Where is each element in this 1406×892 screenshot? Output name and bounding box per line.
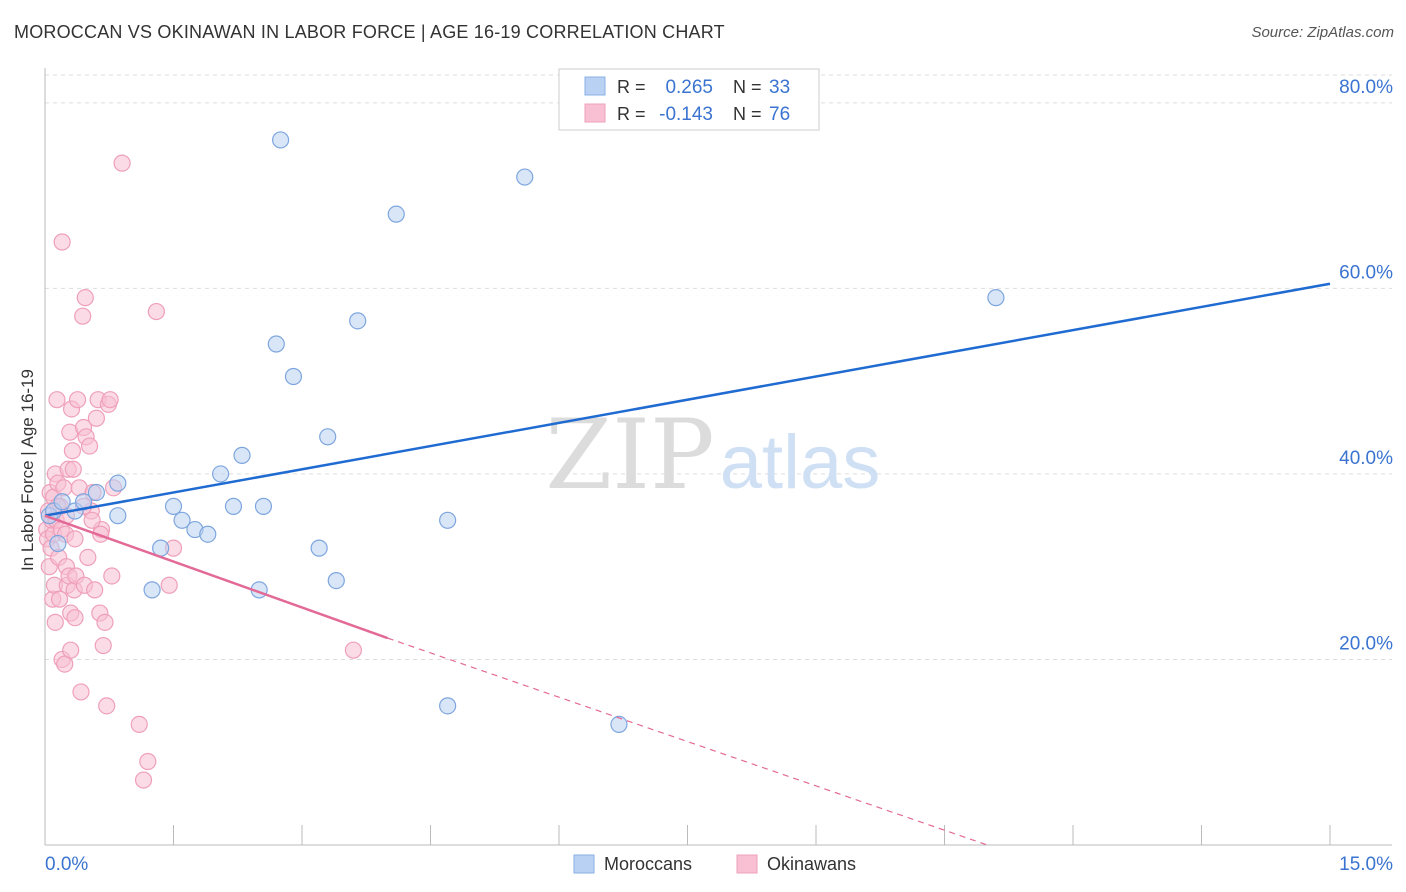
axes <box>44 68 1392 846</box>
okinawan-point <box>76 289 94 307</box>
y-tick-label: 80.0% <box>1339 77 1393 98</box>
moroccan-point <box>143 581 161 599</box>
y-tick-label: 40.0% <box>1339 448 1393 469</box>
moroccan-point <box>109 507 127 525</box>
okinawan-point <box>63 442 82 460</box>
moroccan-point <box>327 572 345 590</box>
moroccan-point <box>173 511 191 529</box>
okinawan-point <box>134 771 153 789</box>
okinawan-point <box>50 590 69 608</box>
moroccan-point <box>516 168 534 186</box>
legend-r-value-1: 0.265 <box>665 77 713 98</box>
okinawan-point <box>46 613 64 631</box>
okinawans-trend-extension <box>387 637 988 846</box>
legend-r-label-2: R = <box>617 104 646 124</box>
moroccan-point <box>987 289 1005 307</box>
tick-labels: 20.0% 40.0% 60.0% 80.0% 0.0% 15.0% <box>45 77 1393 875</box>
moroccan-point <box>164 497 183 515</box>
legend-okinawans-swatch <box>736 854 758 874</box>
moroccan-point <box>349 312 367 330</box>
moroccan-point <box>87 483 106 502</box>
moroccan-point <box>284 367 303 386</box>
gridlines <box>45 74 1392 660</box>
moroccan-point <box>53 493 71 511</box>
okinawan-point <box>98 697 116 715</box>
okinawan-point <box>147 302 165 321</box>
okinawan-point <box>66 609 84 627</box>
legend-n-value-1: 33 <box>769 77 790 98</box>
y-tick-label: 60.0% <box>1339 262 1393 283</box>
legend-n-label-1: N = <box>733 77 762 97</box>
moroccan-point <box>254 497 273 515</box>
okinawan-point <box>344 641 362 659</box>
moroccan-point <box>212 465 230 483</box>
moroccan-point <box>109 474 127 492</box>
x-tick-label-max: 15.0% <box>1339 854 1393 875</box>
source-label: Source: ZipAtlas.com <box>1251 24 1394 41</box>
moroccan-point <box>310 539 328 557</box>
moroccan-point <box>319 428 337 446</box>
okinawan-point <box>74 307 92 325</box>
moroccan-point <box>224 497 243 515</box>
legend-r-label-1: R = <box>617 77 646 97</box>
moroccan-point <box>439 511 457 529</box>
okinawan-point <box>62 641 80 659</box>
okinawan-point <box>68 391 87 409</box>
moroccan-point <box>271 131 290 149</box>
y-tick-label: 20.0% <box>1339 633 1393 654</box>
legend-moroccans-label: Moroccans <box>604 854 692 874</box>
okinawan-point <box>79 548 97 567</box>
watermark: ZIP atlas <box>545 399 880 511</box>
chart-title: MOROCCAN VS OKINAWAN IN LABOR FORCE | AG… <box>14 22 725 42</box>
moroccan-point <box>610 715 628 733</box>
series-legend: Moroccans Okinawans <box>573 854 856 874</box>
okinawan-point <box>66 530 84 548</box>
okinawan-point <box>130 715 148 733</box>
moroccan-point <box>199 525 217 543</box>
okinawan-point <box>113 154 131 172</box>
okinawan-point <box>64 460 82 478</box>
moroccan-point <box>49 534 67 553</box>
legend-n-label-2: N = <box>733 104 762 124</box>
moroccan-point <box>387 205 405 223</box>
moroccans-trend-line <box>44 282 1331 517</box>
legend-swatch-pink <box>584 103 606 123</box>
okinawan-point <box>139 752 157 771</box>
moroccan-point <box>233 446 251 464</box>
trend-lines <box>44 282 1331 846</box>
legend-r-value-2: -0.143 <box>659 104 713 125</box>
moroccan-point <box>267 335 285 353</box>
legend-okinawans-label: Okinawans <box>767 854 856 874</box>
okinawan-point <box>80 437 99 455</box>
watermark-atlas: atlas <box>720 420 881 505</box>
okinawan-point <box>48 391 66 409</box>
moroccan-point <box>439 697 457 715</box>
watermark-zip: ZIP <box>545 399 714 511</box>
legend-moroccans-swatch <box>573 854 595 874</box>
okinawan-point <box>87 409 106 427</box>
okinawan-point <box>94 636 112 655</box>
legend-swatch-blue <box>584 76 606 96</box>
okinawans-trend-line <box>44 514 389 640</box>
okinawan-point <box>103 567 121 585</box>
okinawan-point <box>72 683 90 701</box>
x-tick-label-min: 0.0% <box>45 854 88 875</box>
okinawan-point <box>96 613 114 631</box>
okinawan-point <box>101 391 119 409</box>
moroccans-points <box>40 131 1005 733</box>
okinawan-point <box>53 233 71 251</box>
legend-n-value-2: 76 <box>769 104 790 125</box>
okinawan-point <box>86 581 104 599</box>
okinawan-point <box>83 511 101 529</box>
stats-legend: R = 0.265 N = 33 R = -0.143 N = 76 <box>558 68 820 131</box>
okinawan-point <box>160 576 178 594</box>
okinawans-points <box>38 154 362 789</box>
